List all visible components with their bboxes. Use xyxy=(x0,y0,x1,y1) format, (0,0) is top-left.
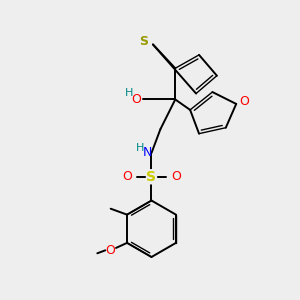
Text: S: S xyxy=(146,170,157,184)
Text: O: O xyxy=(106,244,116,257)
Text: N: N xyxy=(142,146,152,160)
Text: S: S xyxy=(139,35,148,48)
Text: O: O xyxy=(171,170,181,183)
Text: H: H xyxy=(136,142,144,153)
Text: O: O xyxy=(122,170,132,183)
Text: H: H xyxy=(125,88,134,98)
Text: O: O xyxy=(131,93,141,106)
Text: O: O xyxy=(239,95,249,108)
